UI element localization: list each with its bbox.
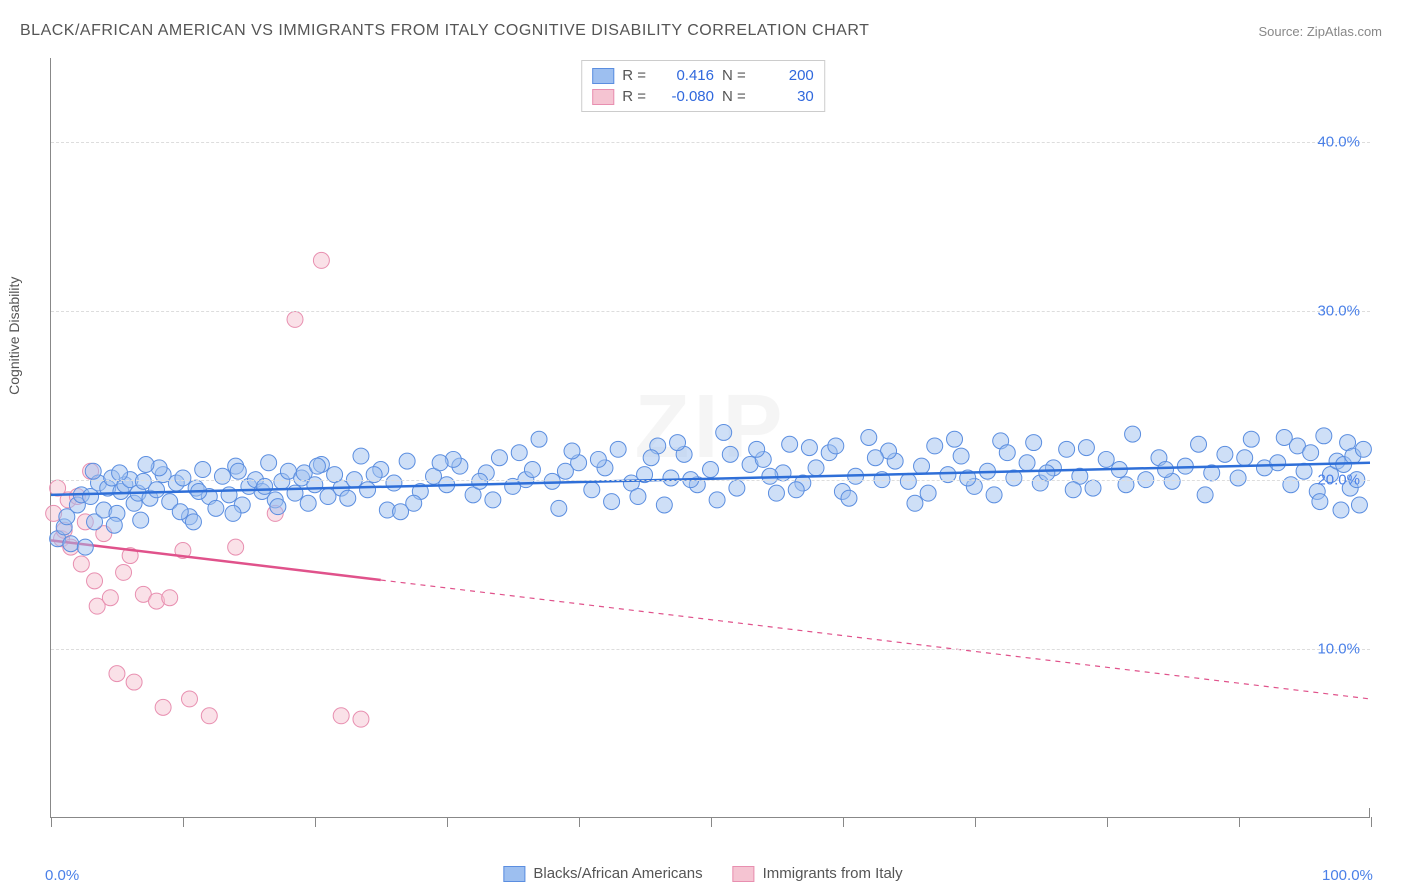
legend-stats: R = 0.416 N = 200 R = -0.080 N = 30: [581, 60, 825, 112]
y-tick-label: 30.0%: [1317, 303, 1360, 320]
legend-label-pink: Immigrants from Italy: [763, 865, 903, 882]
r-label: R =: [622, 67, 646, 84]
legend-stats-row-pink: R = -0.080 N = 30: [592, 86, 814, 107]
y-tick-label: 10.0%: [1317, 641, 1360, 658]
y-tick-label: 20.0%: [1317, 472, 1360, 489]
swatch-blue-icon: [592, 68, 614, 84]
r-value-pink: -0.080: [654, 88, 714, 105]
chart-title: BLACK/AFRICAN AMERICAN VS IMMIGRANTS FRO…: [20, 22, 869, 40]
x-tick-label: 100.0%: [1322, 867, 1373, 884]
source-attribution: Source: ZipAtlas.com: [1258, 24, 1382, 39]
r-label: R =: [622, 88, 646, 105]
r-value-blue: 0.416: [654, 67, 714, 84]
legend-stats-row-blue: R = 0.416 N = 200: [592, 65, 814, 86]
n-label: N =: [722, 88, 746, 105]
legend-item-pink: Immigrants from Italy: [733, 865, 903, 882]
swatch-blue-icon: [503, 866, 525, 882]
swatch-pink-icon: [733, 866, 755, 882]
x-tick-label: 0.0%: [45, 867, 79, 884]
y-axis-label: Cognitive Disability: [6, 277, 22, 395]
legend-label-blue: Blacks/African Americans: [533, 865, 702, 882]
n-value-pink: 30: [754, 88, 814, 105]
legend-series: Blacks/African Americans Immigrants from…: [503, 865, 902, 882]
chart-svg: [51, 58, 1370, 817]
plot-area: ZIP 10.0%20.0%30.0%40.0%: [50, 58, 1370, 818]
y-tick-label: 40.0%: [1317, 134, 1360, 151]
n-label: N =: [722, 67, 746, 84]
swatch-pink-icon: [592, 89, 614, 105]
n-value-blue: 200: [754, 67, 814, 84]
legend-item-blue: Blacks/African Americans: [503, 865, 702, 882]
